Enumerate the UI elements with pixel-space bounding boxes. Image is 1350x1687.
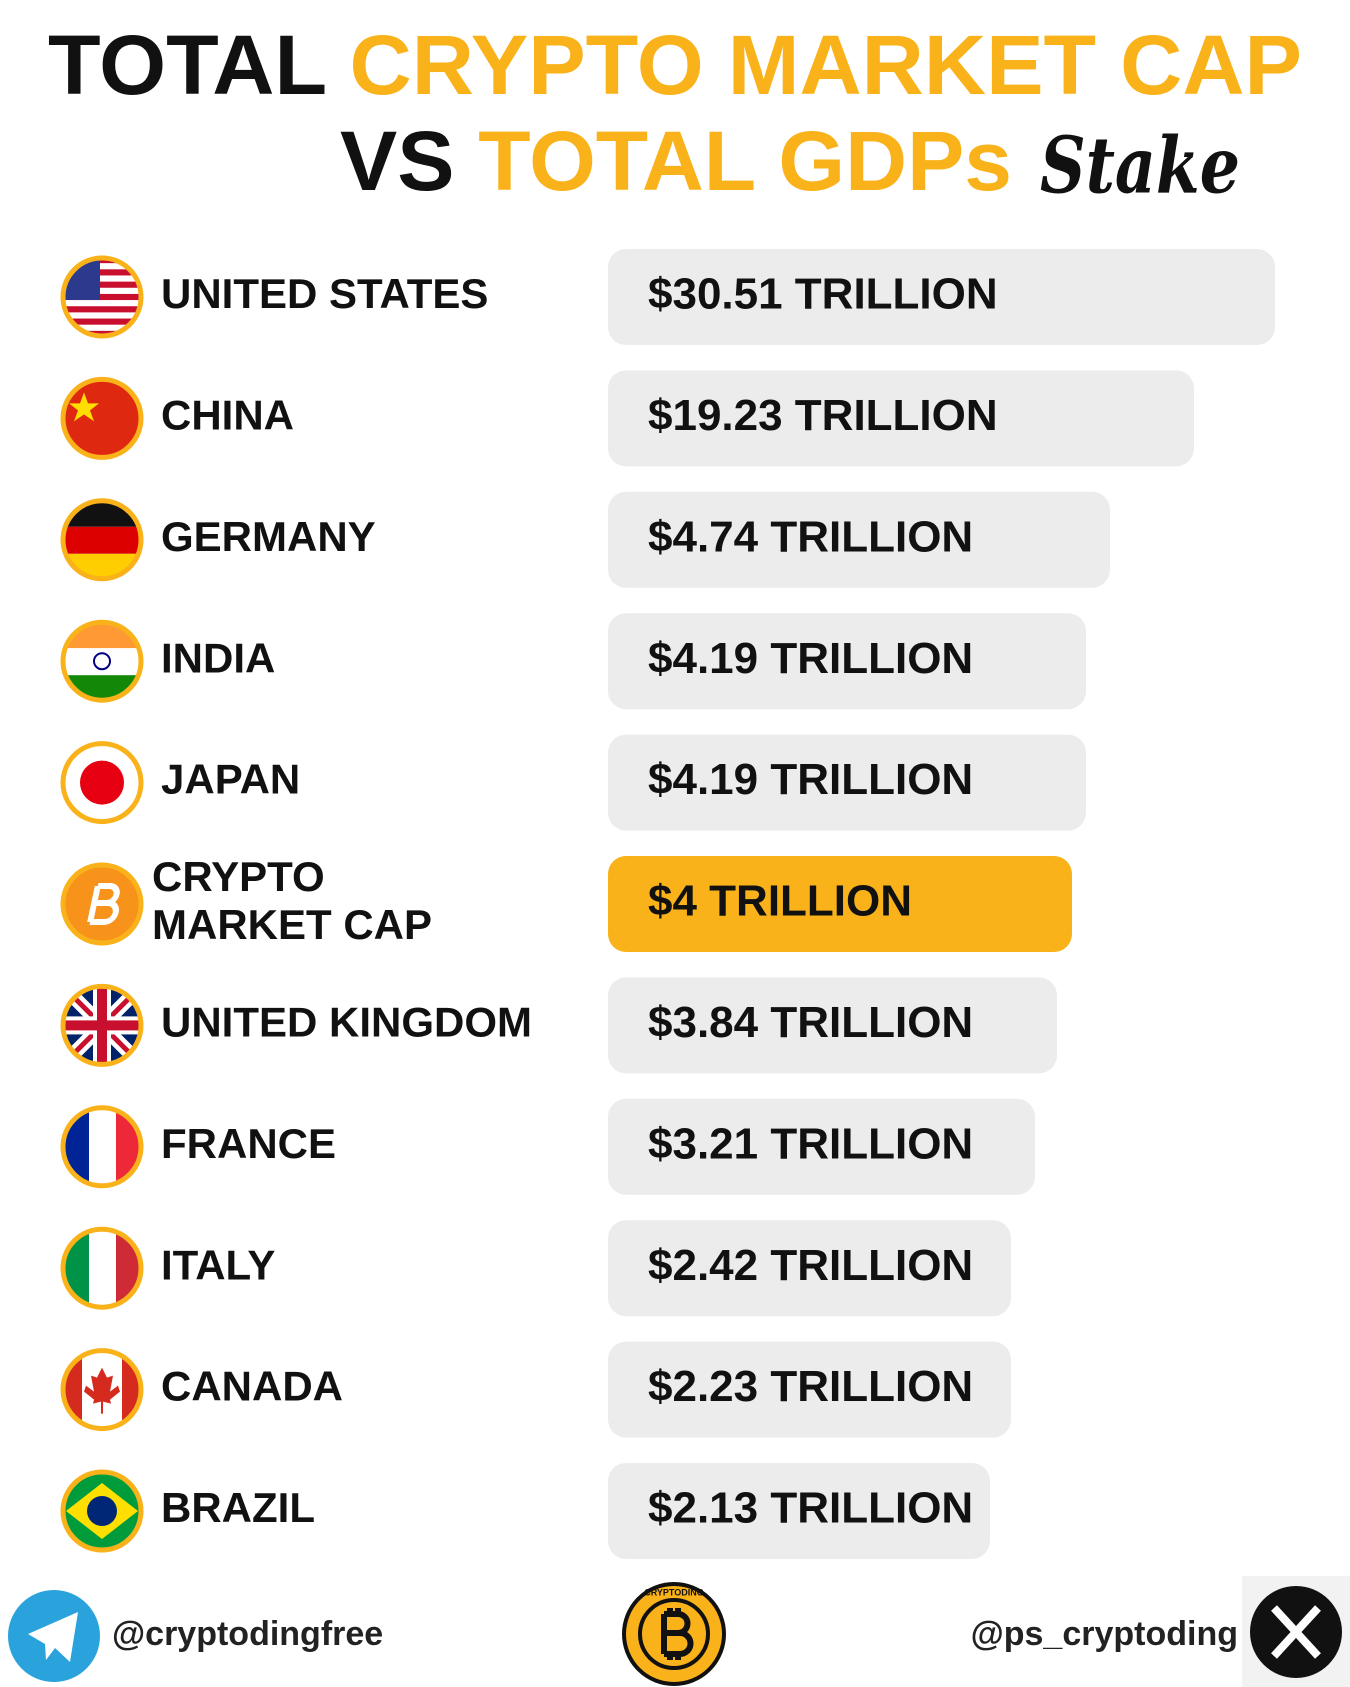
row-value: $3.84 TRILLION	[648, 998, 973, 1047]
flag-part	[63, 324, 141, 332]
row-label: UNITED STATES	[161, 270, 488, 317]
row-value: $4.19 TRILLION	[648, 634, 973, 683]
row: JAPAN $4.19 TRILLION	[60, 734, 1086, 831]
flag-part	[89, 1107, 116, 1186]
row-label: ITALY	[161, 1241, 275, 1288]
value-pill	[608, 734, 1086, 831]
coin-text: CRYPTODING	[644, 1587, 704, 1597]
row-label: INDIA	[161, 634, 275, 681]
row: BRAZIL $2.13 TRILLION	[60, 1463, 990, 1559]
x-handle: @ps_cryptoding	[971, 1615, 1238, 1653]
flag-part	[63, 526, 141, 554]
flag-ring	[60, 1226, 144, 1310]
row: GERMANY $4.74 TRILLION	[60, 491, 1110, 588]
flag-part	[63, 281, 141, 289]
flag-part	[87, 1496, 117, 1526]
value-pill	[608, 613, 1086, 710]
row-label: CRYPTO MARKET CAP	[152, 853, 432, 948]
flag-part	[80, 760, 124, 805]
flag-ring	[60, 255, 144, 339]
value-pill	[608, 1220, 1011, 1317]
flag-ring	[60, 1348, 144, 1432]
row: UNITED KINGDOM $3.84 TRILLION	[60, 977, 1057, 1074]
flag-ring	[60, 619, 144, 703]
flag-part	[97, 986, 107, 1065]
row-label: CHINA	[161, 391, 294, 438]
row-value: $19.23 TRILLION	[648, 391, 998, 440]
row-value: $30.51 TRILLION	[648, 270, 998, 319]
flag-part	[63, 300, 141, 307]
row-value: $2.42 TRILLION	[648, 1241, 973, 1290]
flag-ring	[60, 983, 144, 1067]
title-part: TOTAL	[48, 18, 326, 112]
row-label: FRANCE	[161, 1120, 336, 1167]
row-value: $4 TRILLION	[648, 877, 912, 926]
flag-part	[63, 293, 141, 301]
value-pill	[608, 1098, 1035, 1195]
value-pill	[608, 1463, 990, 1559]
row: CANADA $2.23 TRILLION	[60, 1341, 1011, 1438]
title-line-2: VS TOTAL GDPs	[340, 114, 1012, 208]
flag-part	[69, 392, 99, 422]
flag-part	[63, 263, 141, 270]
row: CRYPTO MARKET CAP $4 TRILLION	[60, 853, 1072, 952]
row-value: $4.19 TRILLION	[648, 755, 973, 804]
flag-part	[63, 312, 141, 320]
row-label-line: CRYPTO	[152, 853, 325, 900]
row: UNITED STATES $30.51 TRILLION	[60, 249, 1275, 345]
row-label: GERMANY	[161, 513, 376, 560]
telegram-plane	[28, 1612, 78, 1662]
bitcoin-symbol	[87, 883, 120, 925]
maple-leaf	[84, 1367, 120, 1414]
row: ITALY $2.42 TRILLION	[60, 1220, 1011, 1317]
flag-part	[63, 318, 141, 326]
value-pill	[608, 370, 1194, 467]
title-line-1: TOTAL CRYPTO MARKET CAP	[48, 18, 1302, 112]
flag-ring	[60, 741, 144, 825]
flag-ring	[60, 1469, 144, 1553]
value-pill	[608, 977, 1057, 1074]
flag-ring	[60, 1105, 144, 1189]
row-label: BRAZIL	[161, 1484, 315, 1531]
row-label: CANADA	[161, 1363, 343, 1410]
brand-logo: Stake	[1040, 121, 1240, 212]
flag-part	[93, 652, 111, 671]
value-pill	[608, 249, 1275, 345]
rows: UNITED STATES $30.51 TRILLION CHINA $19.23 …	[60, 249, 1275, 1559]
flag-part	[63, 330, 141, 336]
value-pill	[608, 491, 1110, 588]
row-label: UNITED KINGDOM	[161, 998, 532, 1045]
flag-part	[63, 269, 141, 276]
flag-part	[63, 275, 141, 283]
flag-ring	[60, 498, 144, 582]
flag-ring	[60, 862, 144, 946]
row-label-line: MARKET CAP	[152, 901, 432, 948]
row-value: $4.74 TRILLION	[648, 512, 973, 561]
row-label: JAPAN	[161, 756, 300, 803]
row-value: $3.21 TRILLION	[648, 1119, 973, 1168]
value-pill	[608, 1341, 1011, 1438]
row-value: $2.23 TRILLION	[648, 1362, 973, 1411]
row: FRANCE $3.21 TRILLION	[60, 1098, 1035, 1195]
row: INDIA $4.19 TRILLION	[60, 613, 1086, 710]
title-part: VS	[340, 114, 454, 208]
coin-symbol	[661, 1608, 694, 1660]
title-part: TOTAL GDPs	[478, 114, 1012, 208]
telegram-handle: @cryptodingfree	[112, 1615, 383, 1653]
footer: @cryptodingfree CRYPTODING @ps_cryptodin…	[8, 1576, 1350, 1687]
row: CHINA $19.23 TRILLION	[60, 370, 1194, 467]
flag-ring	[60, 376, 144, 460]
flag-part	[89, 1229, 116, 1308]
flag-part	[63, 306, 141, 313]
flag-part	[63, 287, 141, 295]
x-mark	[1271, 1605, 1321, 1659]
flag-part	[63, 258, 141, 264]
title-part: CRYPTO MARKET CAP	[350, 18, 1302, 112]
row-value: $2.13 TRILLION	[648, 1484, 973, 1533]
value-pill	[608, 856, 1072, 952]
